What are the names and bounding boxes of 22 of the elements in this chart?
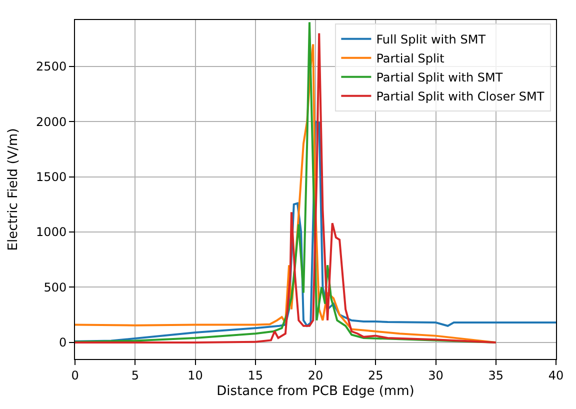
y-axis-title: Electric Field (V/m) bbox=[6, 128, 22, 251]
y-tick-label: 0 bbox=[58, 336, 67, 350]
y-tick-label: 1500 bbox=[36, 170, 67, 184]
x-tick-label: 40 bbox=[548, 368, 564, 382]
x-tick-label: 0 bbox=[71, 368, 79, 382]
y-tick-label: 2500 bbox=[36, 60, 67, 74]
legend-label: Full Split with SMT bbox=[376, 32, 486, 47]
x-tick-label: 5 bbox=[131, 368, 139, 382]
x-tick-label: 15 bbox=[248, 368, 264, 382]
y-tick-label: 2000 bbox=[36, 114, 67, 129]
x-tick-label: 35 bbox=[488, 368, 504, 382]
legend-label: Partial Split bbox=[376, 52, 445, 66]
legend-label: Partial Split with Closer SMT bbox=[376, 90, 545, 104]
line-series bbox=[75, 120, 556, 342]
x-tick-label: 25 bbox=[368, 368, 384, 382]
x-tick-label: 30 bbox=[428, 368, 444, 382]
y-tick-label: 1000 bbox=[36, 225, 67, 240]
legend-label: Partial Split with SMT bbox=[376, 70, 504, 85]
x-tick-label: 20 bbox=[308, 368, 324, 382]
x-tick-label: 10 bbox=[188, 368, 203, 382]
y-tick-label: 500 bbox=[44, 280, 67, 294]
x-axis-title: Distance from PCB Edge (mm) bbox=[216, 384, 414, 399]
